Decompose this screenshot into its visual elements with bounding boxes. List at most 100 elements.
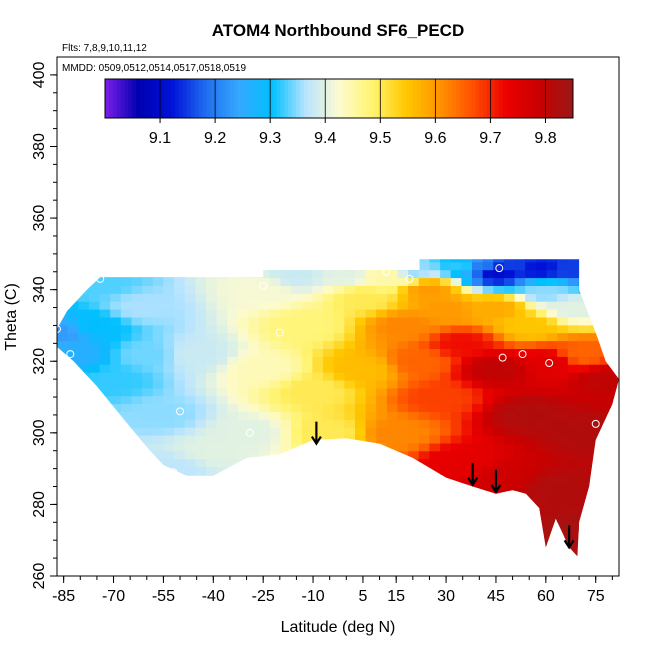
field-cell — [599, 419, 611, 428]
field-cell — [461, 419, 473, 428]
field-cell — [237, 364, 250, 373]
field-cell — [514, 442, 526, 452]
field-cell — [269, 332, 281, 342]
field-cell — [589, 285, 601, 294]
field-cell — [99, 309, 111, 318]
field-cell — [142, 340, 154, 349]
field-cell — [78, 332, 90, 342]
field-cell — [376, 505, 388, 515]
field-cell — [386, 553, 399, 557]
field-cell — [131, 490, 143, 499]
field-cell — [269, 261, 281, 271]
field-cell — [237, 498, 250, 507]
field-cell — [291, 529, 303, 538]
field-cell — [514, 364, 526, 373]
field-cell — [365, 403, 377, 412]
field-cell — [472, 293, 484, 302]
field-cell — [408, 356, 420, 365]
field-cell — [237, 395, 250, 405]
field-cell — [184, 277, 196, 286]
colorbar-segment — [350, 79, 355, 118]
field-cell — [482, 372, 494, 381]
field-cell — [408, 259, 420, 263]
field-cell — [344, 340, 356, 349]
field-cell — [195, 277, 207, 286]
field-cell — [227, 324, 239, 334]
field-cell — [269, 356, 281, 365]
field-cell — [120, 553, 132, 557]
field-cell — [237, 521, 250, 531]
field-cell — [269, 259, 281, 263]
field-cell — [525, 450, 537, 460]
field-cell — [121, 246, 132, 255]
field-cell — [174, 379, 186, 389]
field-cell — [355, 427, 367, 436]
field-cell — [259, 372, 271, 381]
field-cell — [525, 561, 536, 570]
field-cell — [547, 561, 558, 570]
field-cell — [503, 285, 516, 294]
field-cell — [323, 482, 335, 491]
field-cell — [57, 427, 69, 436]
field-cell — [376, 545, 388, 554]
field-cell — [78, 340, 90, 349]
field-cell — [525, 419, 537, 428]
field-cell — [344, 513, 356, 523]
field-cell — [227, 301, 239, 310]
colorbar-segment — [284, 79, 289, 118]
field-cell — [131, 356, 143, 365]
field-cell — [301, 411, 313, 420]
field-cell — [450, 474, 462, 483]
observation-marker — [259, 282, 268, 291]
field-cell — [472, 498, 484, 507]
field-cell — [174, 419, 186, 428]
field-cell — [280, 513, 292, 523]
field-cell — [578, 395, 590, 405]
field-cell — [333, 411, 345, 420]
field-cell — [216, 474, 228, 483]
field-cell — [206, 348, 218, 357]
field-cell — [578, 261, 590, 271]
colorbar-segment — [225, 79, 231, 118]
field-cell — [557, 285, 569, 294]
field-cell — [578, 379, 590, 389]
field-cell — [461, 309, 473, 318]
field-cell — [195, 395, 207, 405]
field-cell — [174, 474, 186, 483]
field-cell — [355, 474, 367, 483]
field-cell — [269, 435, 281, 444]
field-cell — [429, 513, 441, 523]
field-cell — [440, 498, 452, 507]
colorbar-segment — [475, 79, 480, 118]
field-cell — [589, 411, 601, 420]
field-cell — [365, 259, 377, 263]
field-cell — [110, 529, 122, 538]
field-cell — [599, 513, 611, 523]
field-cell — [174, 246, 185, 255]
field-cell — [248, 364, 260, 373]
field-cell — [567, 269, 579, 279]
field-cell — [259, 458, 271, 468]
field-cell — [461, 277, 473, 286]
observation-marker — [495, 264, 504, 273]
field-cell — [227, 427, 239, 436]
field-cell — [227, 490, 239, 499]
field-cell — [461, 411, 473, 420]
field-cell — [152, 490, 164, 499]
field-cell — [525, 340, 537, 349]
field-cell — [610, 285, 619, 294]
field-cell — [291, 505, 303, 515]
field-cell — [365, 356, 377, 365]
field-cell — [344, 293, 356, 302]
field-cell — [578, 277, 590, 286]
colorbar-segment — [420, 79, 426, 118]
field-cell — [78, 490, 90, 499]
field-cell — [88, 340, 101, 349]
field-cell — [344, 372, 356, 381]
field-cell — [503, 293, 516, 302]
field-cell — [472, 259, 484, 263]
field-cell — [121, 561, 132, 570]
field-cell — [312, 340, 324, 349]
field-cell — [578, 316, 590, 326]
field-cell — [153, 561, 164, 570]
